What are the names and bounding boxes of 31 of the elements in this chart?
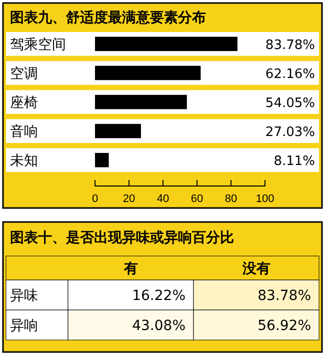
x-tick-label: 有 [122, 261, 138, 277]
x-tick-label: 80 [224, 193, 238, 205]
bar [95, 94, 187, 110]
x-tick-label: 20 [122, 193, 136, 205]
chart-title: 图表十、是否出现异味或异响百分比 [10, 230, 234, 246]
x-tick-label: 100 [256, 193, 274, 205]
data-label: 54.05% [265, 96, 315, 111]
y-tick-label: 空调 [10, 66, 38, 82]
chart-title: 图表九、舒适度最满意要素分布 [10, 9, 206, 26]
bar [95, 152, 109, 168]
x-tick-label: 0 [92, 193, 98, 205]
data-label: 8.11% [274, 154, 315, 170]
data-label: 83.78% [265, 38, 315, 53]
data-label: 56.92% [258, 318, 311, 334]
bar [95, 36, 238, 52]
bar [95, 66, 201, 80]
y-tick-label: 座椅 [10, 95, 38, 111]
y-tick-label: 驾乘空间 [10, 36, 66, 53]
data-label: 16.22% [132, 288, 186, 304]
x-tick-label: 没有 [241, 261, 270, 277]
data-label: 62.16% [265, 66, 315, 82]
y-tick-label: 异响 [10, 318, 38, 334]
data-label: 43.08% [132, 318, 186, 334]
y-tick-label: 异味 [10, 288, 38, 304]
data-label: 27.03% [265, 125, 315, 140]
x-tick-label: 40 [156, 193, 170, 205]
y-tick-label: 音响 [10, 124, 38, 140]
data-label: 83.78% [258, 288, 311, 304]
x-tick-label: 60 [190, 193, 204, 205]
y-tick-label: 未知 [10, 153, 38, 170]
bar [95, 124, 141, 138]
